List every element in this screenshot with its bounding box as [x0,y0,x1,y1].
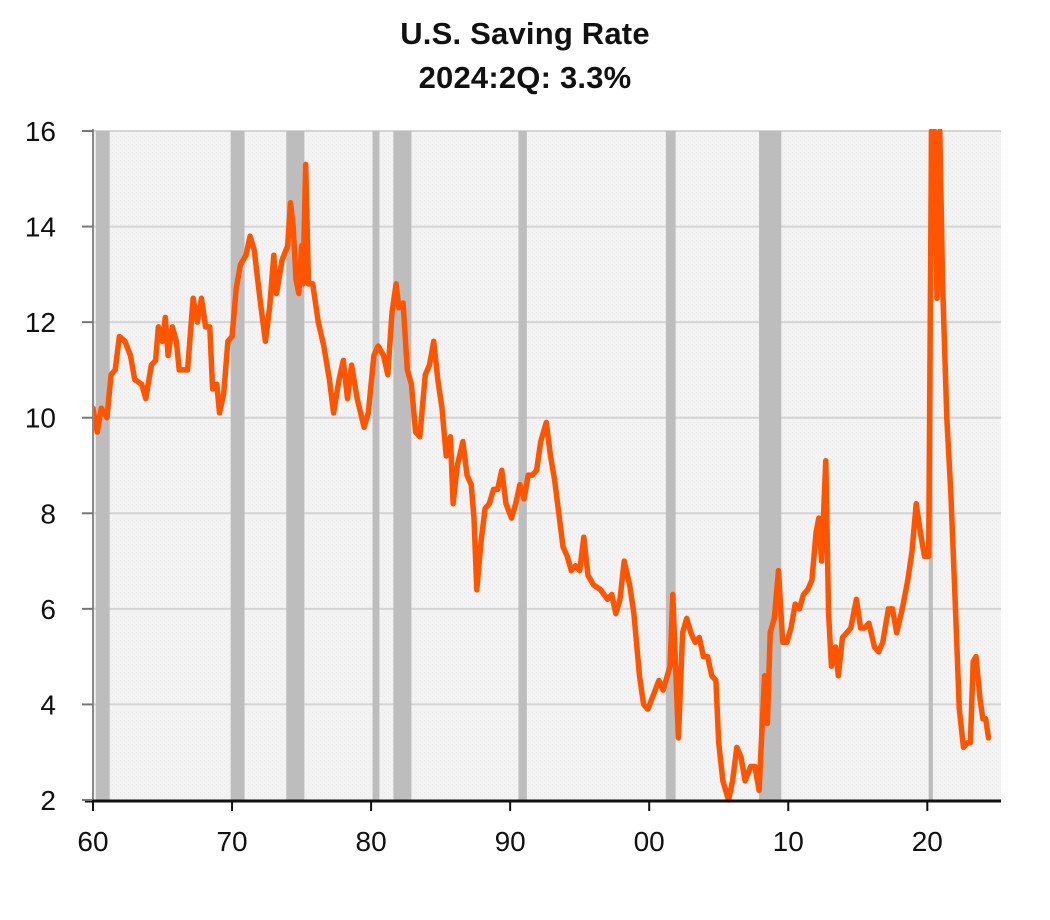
series-line-saving-rate [93,129,992,803]
recession-bar-5 [518,131,527,800]
recession-bar-6 [665,131,676,800]
recession-bar-3 [372,131,380,800]
recession-bar-4 [393,131,412,800]
x-tick-label: 80 [356,826,387,857]
x-tick-label: 60 [77,826,108,857]
y-tick-label: 16 [25,116,56,147]
chart-title: U.S. Saving Rate [400,16,650,51]
y-tick-label: 10 [25,403,56,434]
y-tick-label: 14 [25,212,56,243]
recession-bar-2 [286,131,305,800]
y-tick-label: 2 [40,785,56,816]
recession-bar-0 [95,131,110,800]
y-tick-label: 4 [40,689,56,720]
recession-bar-1 [230,131,245,800]
y-tick-label: 6 [40,594,56,625]
x-axis-ticks: 60 70 80 90 00 10 20 [77,800,943,857]
series-layer [93,129,992,803]
recession-bars [95,131,933,800]
x-tick-label: 90 [495,826,526,857]
chart-subtitle: 2024:2Q: 3.3% [418,60,632,95]
plot-background [93,131,1001,800]
x-tick-label: 20 [912,826,943,857]
y-axis-ticks: 2 4 6 8 10 12 14 16 [25,116,93,816]
recession-bar-7 [759,131,782,800]
x-tick-label: 00 [634,826,665,857]
x-tick-label: 70 [216,826,247,857]
y-tick-label: 12 [25,307,56,338]
x-tick-label: 10 [773,826,804,857]
y-tick-label: 8 [40,498,56,529]
axes [85,129,1001,803]
